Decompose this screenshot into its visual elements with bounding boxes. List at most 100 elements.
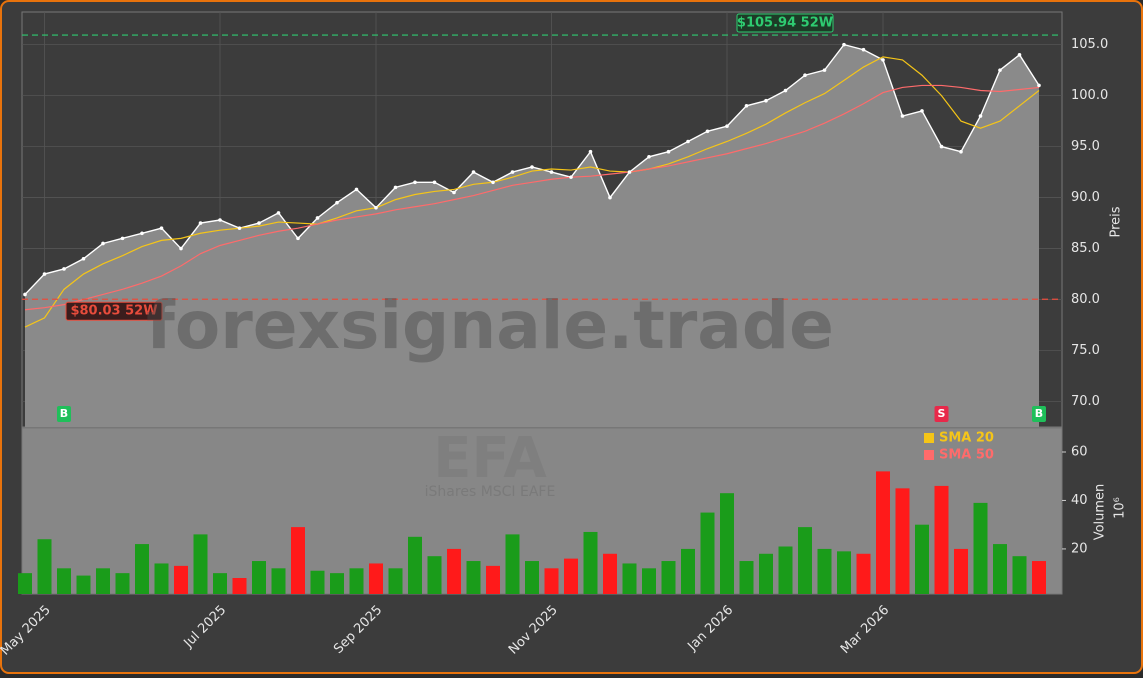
volume-axis-label: Volumen <box>1093 484 1108 541</box>
signal-marker <box>1032 406 1046 422</box>
volume-bar <box>837 551 851 594</box>
volume-bar <box>720 493 734 594</box>
annotation-box <box>736 13 834 33</box>
price-point <box>296 236 300 241</box>
volume-bar <box>115 573 130 594</box>
price-point <box>510 170 515 174</box>
signal-label: S <box>938 407 946 420</box>
price-point <box>101 241 105 246</box>
price-point <box>120 236 125 241</box>
price-point <box>1037 83 1041 88</box>
volume-bar <box>856 553 871 594</box>
price-point <box>237 226 242 230</box>
price-point <box>23 292 27 297</box>
signal-marker <box>57 406 71 422</box>
volume-bar <box>291 527 305 594</box>
volume-bar <box>57 568 71 594</box>
volume-bar <box>271 568 286 594</box>
price-point <box>335 200 339 205</box>
annotation-box <box>65 301 163 321</box>
volume-bar <box>700 512 715 594</box>
volume-bar <box>505 534 520 594</box>
volume-bar <box>486 565 500 594</box>
y-tick-label: 80.0 <box>1071 292 1100 307</box>
price-point <box>179 246 183 251</box>
sma-line <box>24 56 1040 328</box>
signal-marker <box>934 406 949 422</box>
price-point <box>998 68 1002 72</box>
price-point <box>471 170 476 174</box>
volume-bar <box>466 561 481 594</box>
volume-bar <box>817 548 832 594</box>
legend-label: SMA 20 <box>939 431 994 446</box>
volume-tick-label: 60 <box>1071 444 1088 459</box>
symbol: EFA <box>433 426 547 491</box>
volume-bar <box>252 561 266 594</box>
volume-bar <box>1012 556 1027 594</box>
volume-bar <box>76 575 91 594</box>
volume-bar <box>603 553 617 594</box>
price-point <box>959 149 963 154</box>
price-point <box>549 170 554 174</box>
price-point <box>744 104 749 108</box>
volume-bar <box>915 524 929 594</box>
volume-bar <box>622 563 637 594</box>
price-point <box>705 129 710 134</box>
symbol-name: iShares MSCI EAFE <box>425 484 556 500</box>
price-point <box>978 114 983 118</box>
volume-bar <box>193 534 208 594</box>
volume-bar <box>993 544 1007 594</box>
price-point <box>276 211 281 215</box>
price-point <box>647 154 651 159</box>
volume-bar <box>661 561 676 594</box>
volume-bar <box>427 556 442 594</box>
price-point <box>666 149 671 154</box>
legend-swatch <box>924 450 934 460</box>
volume-bar <box>135 544 149 594</box>
price-point <box>783 88 788 93</box>
volume-bar <box>37 539 52 594</box>
y-tick-label: 85.0 <box>1071 241 1100 256</box>
price-point <box>725 124 729 129</box>
price-point <box>354 187 359 192</box>
volume-bar <box>388 568 403 594</box>
volume-bar <box>544 568 559 594</box>
price-point <box>140 231 144 236</box>
watermark: forexsignale.trade <box>146 287 834 364</box>
price-point <box>159 226 164 230</box>
y-tick-label: 95.0 <box>1071 139 1100 154</box>
price-point <box>315 216 320 220</box>
price-point <box>900 114 905 118</box>
price-point <box>686 139 690 144</box>
volume-bar <box>349 568 364 594</box>
price-point <box>413 180 417 185</box>
price-point <box>81 256 86 261</box>
volume-bar <box>232 578 247 594</box>
price-point <box>1017 53 1022 57</box>
volume-bar <box>895 488 910 594</box>
volume-bar <box>447 548 461 594</box>
price-point <box>393 185 398 190</box>
price-point <box>822 68 827 72</box>
volume-bar <box>174 565 188 594</box>
volume-tick-label: 20 <box>1071 541 1088 556</box>
y-tick-label: 100.0 <box>1071 88 1108 103</box>
volume-bar <box>954 548 968 594</box>
volume-bar <box>330 573 344 594</box>
legend-label: SMA 50 <box>939 448 994 463</box>
price-point <box>530 165 534 169</box>
price-point <box>608 195 612 200</box>
volume-bar <box>408 536 422 594</box>
volume-bar <box>759 553 773 594</box>
y-tick-label: 75.0 <box>1071 343 1100 358</box>
price-point <box>374 205 378 210</box>
volume-bar <box>642 568 656 594</box>
price-point <box>198 221 203 225</box>
price-point <box>764 98 768 103</box>
signal-label: B <box>60 407 68 420</box>
volume-bar <box>973 502 988 594</box>
price-point <box>452 190 456 195</box>
price-point <box>881 58 885 62</box>
price-point <box>861 47 866 52</box>
